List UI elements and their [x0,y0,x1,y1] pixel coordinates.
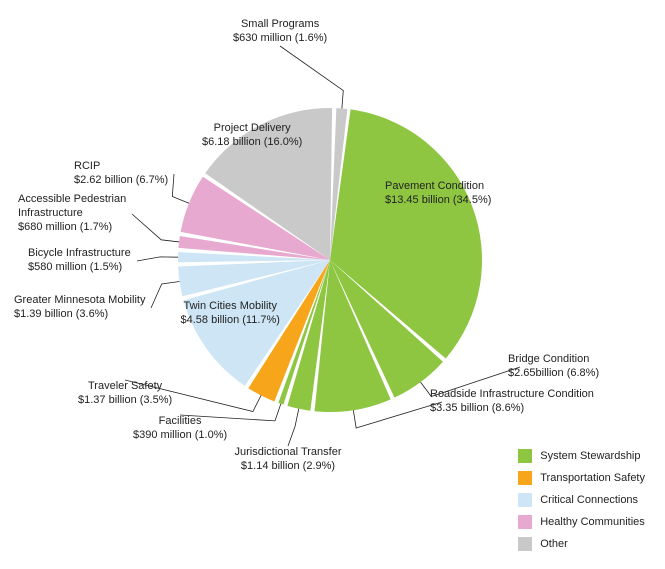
legend-item: Critical Connections [518,493,645,507]
slice-label-twincities: Twin Cities Mobility$4.58 billion (11.7%… [181,300,280,328]
legend-label: Transportation Safety [540,472,645,484]
legend-swatch [518,515,532,529]
legend-swatch [518,471,532,485]
legend-label: System Stewardship [540,450,640,462]
slice-label-bridge: Bridge Condition$2.65billion (6.8%) [508,353,599,381]
slice-label-bicycle: Bicycle Infrastructure$580 million (1.5%… [28,247,131,275]
legend-swatch [518,449,532,463]
slice-label-traveler: Traveler Safety$1.37 billion (3.5%) [78,380,172,408]
leader-greatermn [151,281,180,308]
slice-label-jurisd: Jurisdictional Transfer$1.14 billion (2.… [235,446,342,474]
slice-label-roadside: Roadside Infrastructure Condition$3.35 b… [430,388,594,416]
leader-pedestrian [132,214,179,242]
legend-item: Other [518,537,645,551]
legend-item: Transportation Safety [518,471,645,485]
legend-item: System Stewardship [518,449,645,463]
slice-label-pedestrian: Accessible PedestrianInfrastructure$680 … [18,193,126,234]
legend-label: Other [540,538,568,550]
legend-label: Critical Connections [540,494,638,506]
slice-label-facilities: Facilities$390 million (1.0%) [133,415,227,443]
slice-label-smallprog: Small Programs$630 million (1.6%) [233,18,327,46]
legend-label: Healthy Communities [540,516,645,528]
leader-smallprog [280,46,343,108]
leader-bicycle [137,257,178,261]
leader-jurisd [288,409,299,446]
slice-label-delivery: Project Delivery$6.18 billion (16.0%) [202,122,302,150]
slice-label-greatermn: Greater Minnesota Mobility$1.39 billion … [14,294,145,322]
slice-label-rcip: RCIP$2.62 billion (6.7%) [74,160,168,188]
legend-item: Healthy Communities [518,515,645,529]
legend-swatch [518,537,532,551]
legend: System Stewardship Transportation Safety… [518,441,645,551]
leader-rcip [172,174,189,203]
legend-swatch [518,493,532,507]
slice-label-pavement: Pavement Condition$13.45 billion (34.5%) [385,180,491,208]
